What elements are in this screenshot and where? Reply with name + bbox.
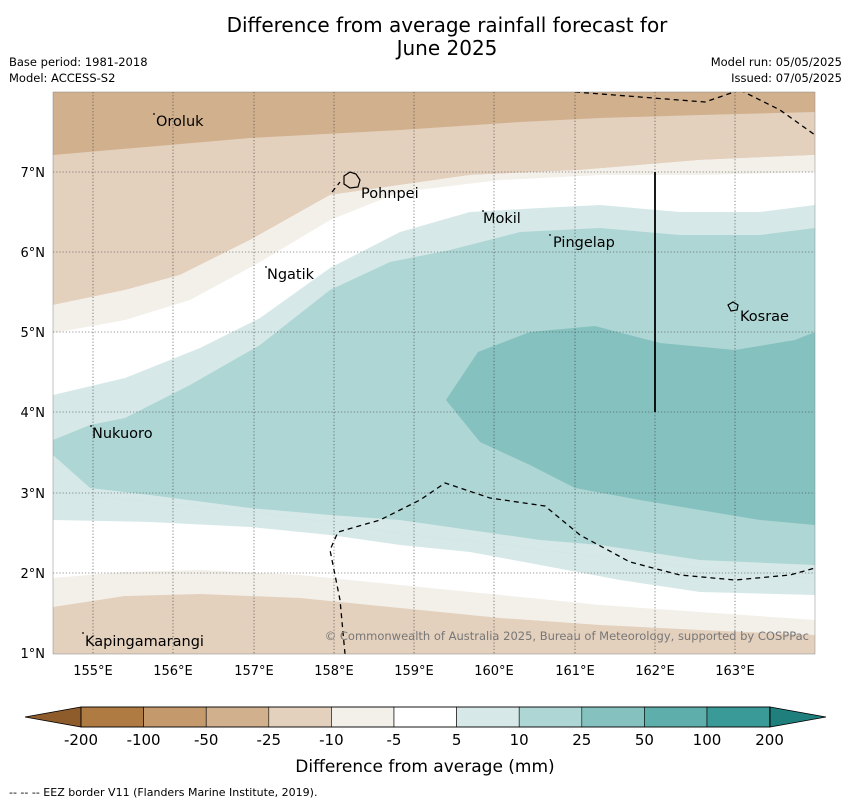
- lon-label-155e: 155°E: [73, 664, 113, 679]
- colorbar-tick-label: -200: [64, 731, 98, 749]
- place-kosrae: Kosrae: [740, 309, 789, 325]
- copyright-notice: © Commonwealth of Australia 2025, Bureau…: [325, 629, 809, 643]
- colorbar-label: Difference from average (mm): [295, 757, 554, 777]
- lat-label-2n: 2°N: [21, 567, 46, 582]
- lat-label-4n: 4°N: [21, 406, 46, 421]
- colorbar-tick-label: 50: [635, 731, 654, 749]
- colorbar-box: [143, 706, 207, 728]
- colorbar-box: [644, 706, 708, 728]
- colorbar-tick-label: 100: [693, 731, 722, 749]
- band-minus10-north: [53, 155, 815, 333]
- eez-footer-note: -- -- -- EEZ border V11 (Flanders Marine…: [9, 786, 318, 799]
- colorbar-box: [393, 706, 457, 728]
- colorbar-tick-label: -100: [127, 731, 161, 749]
- colorbar-box: [456, 706, 520, 728]
- colorbar-box: [205, 706, 270, 728]
- colorbar-box: [80, 706, 144, 728]
- lon-label-158e: 158°E: [314, 664, 354, 679]
- base-period: Base period: 1981-2018: [9, 55, 148, 69]
- map-title-line-1: Difference from average rainfall forecas…: [226, 13, 668, 37]
- map-frame: [52, 91, 816, 655]
- place-pohnpei: Pohnpei: [361, 186, 419, 202]
- place-nukuoro: Nukuoro: [92, 426, 153, 442]
- island-markers: [82, 113, 551, 634]
- model-name: Model: ACCESS-S2: [9, 71, 116, 85]
- eez-border-northeast: [742, 92, 815, 136]
- colorbar-box: [268, 706, 332, 728]
- colorbar-tick-label: 200: [755, 731, 784, 749]
- colorbar-frame: [80, 706, 771, 728]
- place-kapingamarangi: Kapingamarangi: [85, 634, 204, 650]
- colorbar-box: [331, 706, 395, 728]
- lon-label-160e: 160°E: [474, 664, 514, 679]
- band-minus50-north: [53, 92, 815, 155]
- colorbar-low-extend: [24, 706, 82, 728]
- colorbar-tick-label: -50: [194, 731, 219, 749]
- colorbar-box: [706, 706, 770, 728]
- colorbar-tick-label: -5: [387, 731, 402, 749]
- colorbar-tick-label: 25: [572, 731, 591, 749]
- kosrae-island: [727, 301, 739, 312]
- gridlines: [53, 92, 815, 654]
- colorbar-tick-label: 5: [452, 731, 462, 749]
- lon-label-161e: 161°E: [555, 664, 595, 679]
- place-labels: Oroluk Pohnpei Mokil Pingelap Ngatik Kos…: [85, 114, 789, 650]
- lat-label-3n: 3°N: [21, 487, 46, 502]
- longitude-labels: 155°E 156°E 157°E 158°E 159°E 160°E 161°…: [73, 664, 755, 679]
- colorbar-boxes: [80, 706, 770, 728]
- eez-border-north: [574, 92, 737, 103]
- map-fill-layers: Oroluk Pohnpei Mokil Pingelap Ngatik Kos…: [53, 92, 815, 654]
- colorbar-tick-label: -10: [319, 731, 344, 749]
- base-period-info: Base period: 1981-2018 Model: ACCESS-S2: [9, 54, 148, 86]
- eez-border-south: [329, 482, 815, 654]
- model-run: Model run: 05/05/2025: [710, 55, 842, 69]
- colorbar: -200 -100 -50 -25 -10 -5 5 10 25 50 100 200 Differe…: [24, 706, 827, 777]
- issued-date: Issued: 07/05/2025: [731, 71, 842, 85]
- run-info: Model run: 05/05/2025 Issued: 07/05/2025: [711, 54, 842, 86]
- colorbar-box: [581, 706, 645, 728]
- place-oroluk: Oroluk: [156, 114, 204, 130]
- eez-borders: [329, 92, 815, 654]
- lon-label-163e: 163°E: [715, 664, 755, 679]
- map-title: Difference from average rainfall forecas…: [0, 14, 850, 60]
- pohnpei-island: [343, 171, 361, 189]
- lon-label-157e: 157°E: [234, 664, 274, 679]
- colorbar-tick-label: -25: [257, 731, 282, 749]
- place-ngatik: Ngatik: [267, 267, 315, 283]
- band-plus25-core: [446, 326, 815, 525]
- band-minus25-north: [53, 92, 815, 305]
- latitude-labels: 7°N 6°N 5°N 4°N 3°N 2°N 1°N: [21, 166, 46, 662]
- lat-label-7n: 7°N: [21, 166, 46, 181]
- band-minus25-south: [53, 594, 815, 654]
- colorbar-tick-label: 10: [510, 731, 529, 749]
- map-title-line-2: June 2025: [396, 36, 498, 60]
- lon-label-162e: 162°E: [635, 664, 675, 679]
- eez-border-pohnpei: [331, 181, 341, 193]
- colorbar-tick-labels: -200 -100 -50 -25 -10 -5 5 10 25 50 100 200: [64, 731, 784, 749]
- lat-label-1n: 1°N: [21, 647, 46, 662]
- lon-label-156e: 156°E: [153, 664, 193, 679]
- colorbar-box: [518, 706, 583, 728]
- lat-label-5n: 5°N: [21, 326, 46, 341]
- lat-label-6n: 6°N: [21, 246, 46, 261]
- lon-label-159e: 159°E: [394, 664, 434, 679]
- colorbar-high-extend: [769, 706, 827, 728]
- place-mokil: Mokil: [483, 211, 521, 227]
- band-plus5-south-edge: [53, 455, 815, 578]
- place-pingelap: Pingelap: [553, 235, 615, 251]
